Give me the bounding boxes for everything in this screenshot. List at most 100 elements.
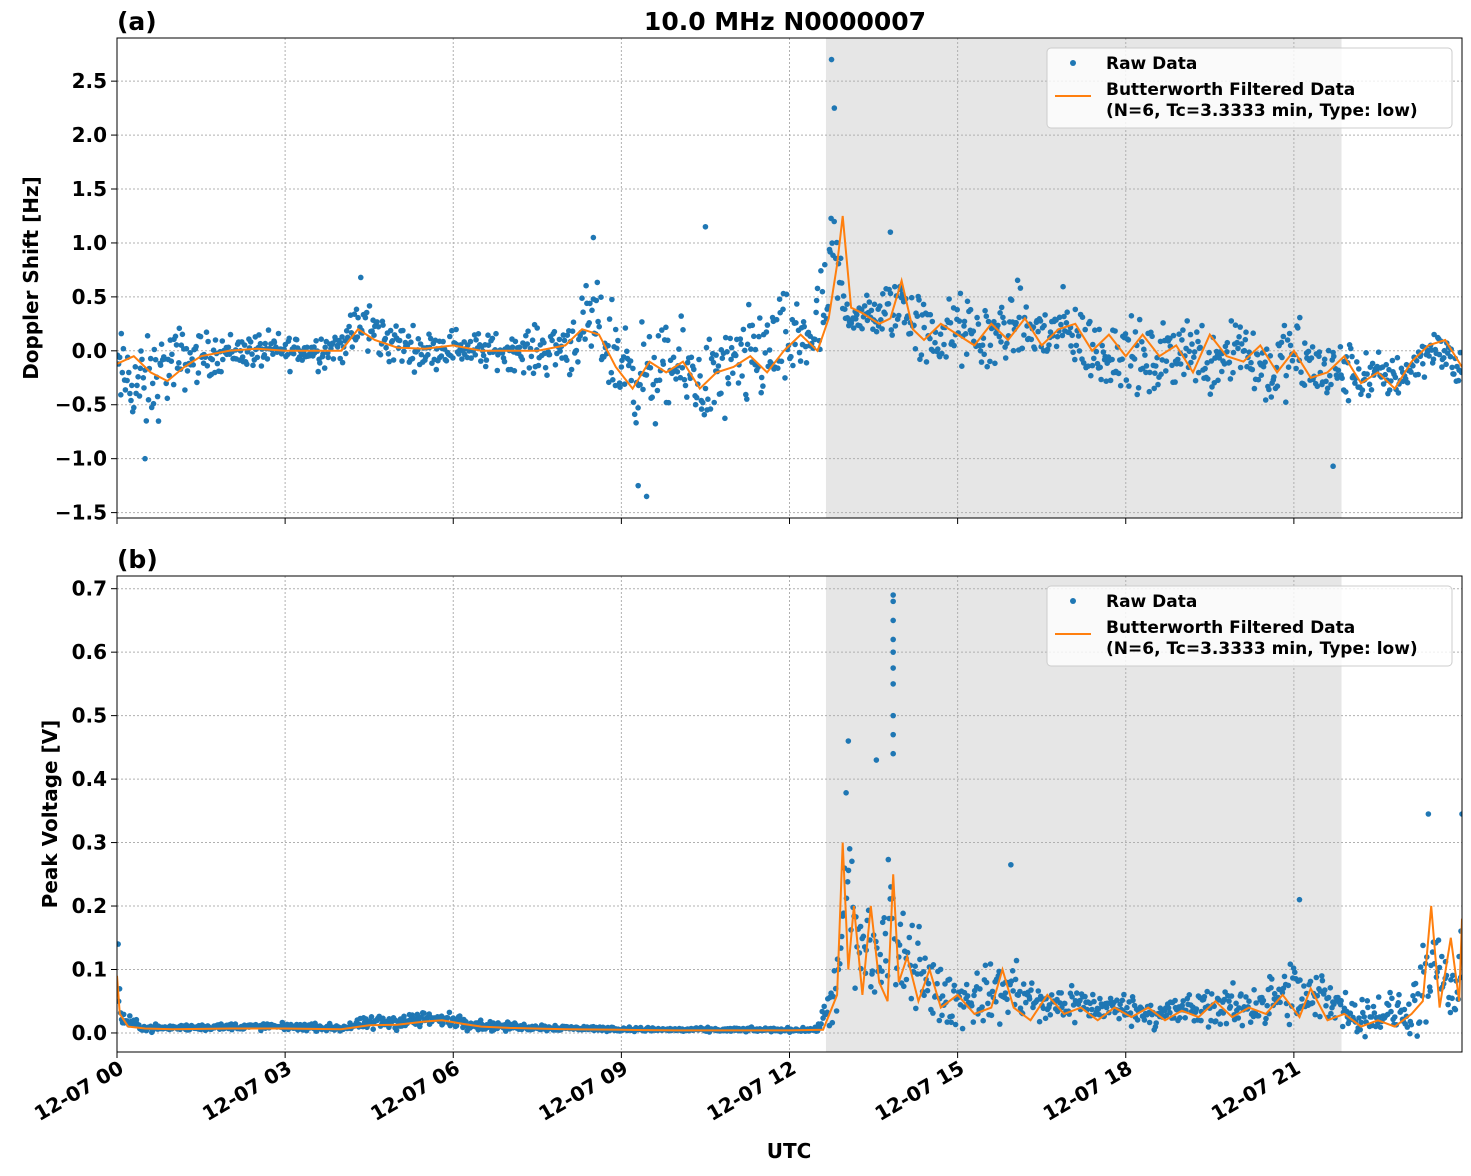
raw-data-point: [573, 347, 580, 354]
raw-data-point: [265, 327, 272, 333]
raw-data-point: [1449, 995, 1455, 1002]
raw-data-point: [670, 354, 677, 361]
raw-data-point: [918, 352, 925, 358]
raw-data-point: [1047, 1012, 1054, 1018]
raw-data-point: [564, 332, 571, 339]
raw-data-point: [1328, 381, 1334, 388]
raw-data-point: [579, 295, 585, 302]
raw-data-point: [652, 421, 659, 427]
raw-data-point: [443, 358, 450, 364]
raw-data-point: [1383, 361, 1389, 368]
raw-data-point: [925, 980, 932, 987]
raw-data-point: [1230, 980, 1236, 986]
raw-data-point: [569, 328, 576, 335]
raw-data-point: [472, 352, 479, 358]
raw-data-point: [924, 987, 931, 994]
raw-data-point: [852, 985, 858, 991]
raw-data-point: [1037, 318, 1044, 324]
raw-data-point: [1255, 1013, 1262, 1019]
raw-data-point: [961, 1004, 967, 1010]
raw-data-point: [1205, 376, 1211, 382]
raw-data-point: [271, 339, 278, 346]
raw-data-point: [618, 364, 625, 370]
raw-data-point: [988, 325, 995, 332]
raw-data-point: [1063, 320, 1070, 326]
raw-data-point: [315, 368, 322, 375]
raw-data-point: [205, 338, 211, 345]
raw-data-point: [127, 1013, 133, 1019]
raw-data-point: [593, 297, 600, 304]
raw-data-point: [813, 309, 819, 316]
raw-data-point: [1309, 1000, 1316, 1006]
raw-data-point: [840, 293, 847, 299]
raw-data-point: [1448, 977, 1454, 983]
raw-data-point: [665, 337, 671, 344]
raw-data-point: [1131, 356, 1138, 362]
raw-data-point: [483, 357, 490, 363]
raw-data-point: [256, 332, 262, 338]
raw-data-point: [752, 346, 759, 353]
raw-data-point: [1149, 333, 1155, 340]
raw-data-point: [1153, 1020, 1159, 1026]
raw-data-point: [368, 1014, 375, 1020]
raw-data-point: [1008, 978, 1015, 984]
raw-data-point: [1079, 314, 1086, 321]
raw-data-point: [311, 344, 317, 350]
raw-data-point: [706, 336, 713, 343]
raw-data-point: [1427, 988, 1434, 994]
raw-data-point: [733, 352, 739, 359]
raw-data-point: [1365, 392, 1372, 399]
raw-data-point: [1125, 337, 1132, 343]
raw-data-point: [1008, 297, 1015, 304]
raw-data-point: [1416, 1019, 1423, 1025]
raw-data-point: [411, 369, 418, 375]
raw-data-point: [665, 399, 672, 406]
raw-data-point: [724, 349, 730, 355]
raw-data-point: [287, 368, 293, 375]
raw-data-point: [1088, 372, 1094, 379]
raw-data-point: [814, 285, 821, 292]
raw-data-point: [473, 337, 479, 343]
raw-data-point: [1386, 387, 1393, 393]
raw-data-point: [354, 334, 361, 340]
raw-data-point: [659, 327, 665, 333]
raw-data-point: [170, 381, 177, 388]
raw-data-point: [1000, 314, 1006, 321]
raw-data-point: [249, 351, 255, 357]
raw-data-point: [760, 383, 766, 389]
raw-data-outlier: [1425, 811, 1432, 817]
legend-filtered-label-line1: Butterworth Filtered Data: [1106, 618, 1355, 638]
raw-data-point: [1236, 334, 1242, 340]
raw-data-point: [1109, 356, 1115, 363]
raw-data-point: [1369, 360, 1376, 367]
raw-data-point: [1396, 991, 1402, 998]
raw-data-point: [801, 323, 807, 330]
raw-data-point: [380, 322, 386, 328]
raw-data-point: [673, 376, 679, 382]
raw-data-point: [399, 358, 405, 364]
raw-data-point: [737, 336, 744, 342]
raw-data-point: [120, 1011, 127, 1018]
raw-data-point: [1054, 1008, 1061, 1015]
raw-data-point: [920, 969, 927, 975]
raw-data-point: [566, 371, 573, 378]
raw-data-point: [617, 384, 623, 391]
raw-data-point: [1339, 1023, 1346, 1030]
raw-data-point: [382, 335, 389, 342]
raw-data-point: [1375, 349, 1382, 356]
raw-data-point: [580, 309, 586, 316]
raw-data-point: [728, 344, 735, 351]
raw-data-point: [530, 370, 537, 377]
raw-data-point: [1195, 338, 1201, 345]
y-tick-label: 0.2: [72, 894, 107, 918]
raw-data-point: [896, 942, 903, 948]
raw-data-point: [304, 344, 310, 351]
raw-data-point: [1134, 391, 1140, 398]
raw-data-point: [1385, 1002, 1392, 1008]
raw-data-point: [1243, 994, 1249, 1000]
raw-data-point: [930, 962, 937, 968]
raw-data-point: [792, 341, 798, 348]
raw-data-point: [1177, 361, 1184, 367]
raw-data-point: [987, 961, 994, 967]
